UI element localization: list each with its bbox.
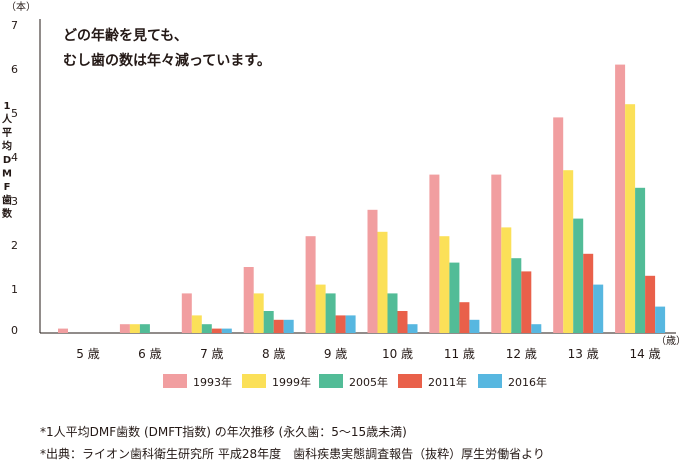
x-tick-label: 8 歳 bbox=[262, 347, 285, 361]
dmft-bar-chart: 01234567（本）（歳）1人平均DMF歯数どの年齢を見ても、むし歯の数は年々… bbox=[2, 0, 686, 389]
bar-1999-7 bbox=[501, 227, 512, 333]
y-axis-label-char: M bbox=[2, 169, 12, 180]
y-axis-label-char: 平 bbox=[2, 127, 12, 139]
bar-2011-5 bbox=[397, 311, 408, 333]
bar-1999-4 bbox=[315, 284, 326, 333]
bar-1999-2 bbox=[191, 315, 202, 333]
y-tick-label: 0 bbox=[11, 324, 18, 337]
bar-1993-0 bbox=[58, 328, 68, 333]
x-tick-label: 13 歳 bbox=[568, 347, 599, 361]
bar-2005-9 bbox=[635, 187, 646, 333]
legend-label: 2005年 bbox=[349, 375, 388, 389]
legend-swatch bbox=[319, 374, 343, 388]
y-tick-label: 2 bbox=[11, 239, 18, 252]
bar-2005-6 bbox=[449, 262, 460, 333]
headline-annotation-line: どの年齢を見ても、 bbox=[63, 27, 188, 44]
bar-2016-3 bbox=[283, 319, 294, 333]
bar-2016-5 bbox=[407, 324, 418, 333]
bar-2005-4 bbox=[325, 293, 336, 333]
y-tick-label: 4 bbox=[11, 151, 18, 164]
y-tick-label: 5 bbox=[11, 107, 18, 120]
bar-2016-2 bbox=[221, 328, 232, 333]
bar-1993-1 bbox=[119, 324, 130, 333]
x-tick-label: 14 歳 bbox=[630, 347, 661, 361]
bar-1993-6 bbox=[429, 174, 440, 333]
y-tick-label: 6 bbox=[11, 63, 18, 76]
legend-label: 2011年 bbox=[428, 375, 467, 389]
x-tick-label: 9 歳 bbox=[324, 347, 347, 361]
legend-swatch bbox=[478, 374, 502, 388]
y-axis-label-char: D bbox=[3, 155, 11, 166]
bar-2005-2 bbox=[201, 324, 212, 333]
legend-item-2005: 2005年 bbox=[319, 374, 388, 389]
bar-2005-3 bbox=[263, 311, 274, 333]
legend-label: 1993年 bbox=[193, 375, 232, 389]
headline-annotation-line: むし歯の数は年々減っています。 bbox=[63, 52, 271, 69]
bar-2011-4 bbox=[335, 315, 346, 333]
x-tick-label: 6 歳 bbox=[138, 347, 161, 361]
bar-2011-9 bbox=[645, 275, 656, 333]
legend-swatch bbox=[242, 374, 266, 388]
legend-swatch bbox=[163, 374, 187, 388]
bar-2005-8 bbox=[573, 218, 584, 333]
x-tick-label: 12 歳 bbox=[506, 347, 537, 361]
bar-1993-3 bbox=[243, 267, 254, 333]
x-tick-label: 7 歳 bbox=[200, 347, 223, 361]
bar-1993-4 bbox=[305, 236, 316, 333]
x-tick-label: 10 歳 bbox=[382, 347, 413, 361]
bar-2011-2 bbox=[211, 328, 222, 333]
bar-1999-1 bbox=[129, 324, 140, 333]
legend-label: 2016年 bbox=[508, 375, 547, 389]
bar-1999-8 bbox=[563, 170, 574, 333]
legend-item-2016: 2016年 bbox=[478, 374, 547, 389]
bar-1999-6 bbox=[439, 236, 450, 333]
bar-2016-9 bbox=[655, 306, 666, 333]
legend-item-2011: 2011年 bbox=[398, 374, 467, 389]
bar-1999-9 bbox=[625, 104, 636, 333]
bar-2005-5 bbox=[387, 293, 398, 333]
y-tick-label: 3 bbox=[11, 195, 18, 208]
bar-2011-8 bbox=[583, 253, 594, 333]
legend-swatch bbox=[398, 374, 422, 388]
legend-item-1999: 1999年 bbox=[242, 374, 311, 389]
bar-1993-7 bbox=[491, 174, 502, 333]
note-source-definition: *1人平均DMF歯数 (DMFT指数) の年次推移 (永久歯：5〜15歳未満) bbox=[40, 425, 407, 439]
note-source-citation: *出典：ライオン歯科衛生研究所 平成28年度 歯科疾患実態調査報告（抜粋）厚生労… bbox=[40, 447, 545, 461]
legend-label: 1999年 bbox=[272, 375, 311, 389]
bar-2016-6 bbox=[469, 319, 480, 333]
bar-1993-8 bbox=[553, 117, 564, 334]
bar-2016-8 bbox=[593, 284, 604, 333]
legend-item-1993: 1993年 bbox=[163, 374, 232, 389]
bar-2005-7 bbox=[511, 258, 522, 333]
y-axis-label-char: 数 bbox=[2, 207, 13, 220]
bar-1993-2 bbox=[181, 293, 192, 333]
bar-2016-4 bbox=[345, 315, 356, 333]
bar-1999-5 bbox=[377, 231, 388, 333]
bar-2005-1 bbox=[139, 324, 150, 333]
x-unit-label: （歳） bbox=[656, 335, 686, 347]
bar-2011-6 bbox=[459, 302, 470, 333]
bar-1993-9 bbox=[615, 64, 626, 333]
y-axis-label-char: 均 bbox=[2, 140, 12, 153]
bar-1999-3 bbox=[253, 293, 264, 333]
bar-1993-5 bbox=[367, 209, 378, 333]
bar-2011-3 bbox=[273, 319, 284, 333]
x-tick-label: 5 歳 bbox=[76, 347, 99, 361]
y-axis-label-char: F bbox=[4, 182, 11, 193]
y-axis-label-char: 人 bbox=[2, 113, 13, 126]
y-tick-label: 1 bbox=[11, 283, 18, 296]
bar-2011-7 bbox=[521, 271, 532, 333]
y-unit-label: （本） bbox=[6, 0, 36, 13]
bar-2016-7 bbox=[531, 324, 542, 333]
y-axis-label-char: 1 bbox=[4, 101, 11, 112]
y-axis-label-char: 歯 bbox=[2, 194, 12, 207]
x-tick-label: 11 歳 bbox=[444, 347, 475, 361]
y-tick-label: 7 bbox=[11, 19, 18, 32]
